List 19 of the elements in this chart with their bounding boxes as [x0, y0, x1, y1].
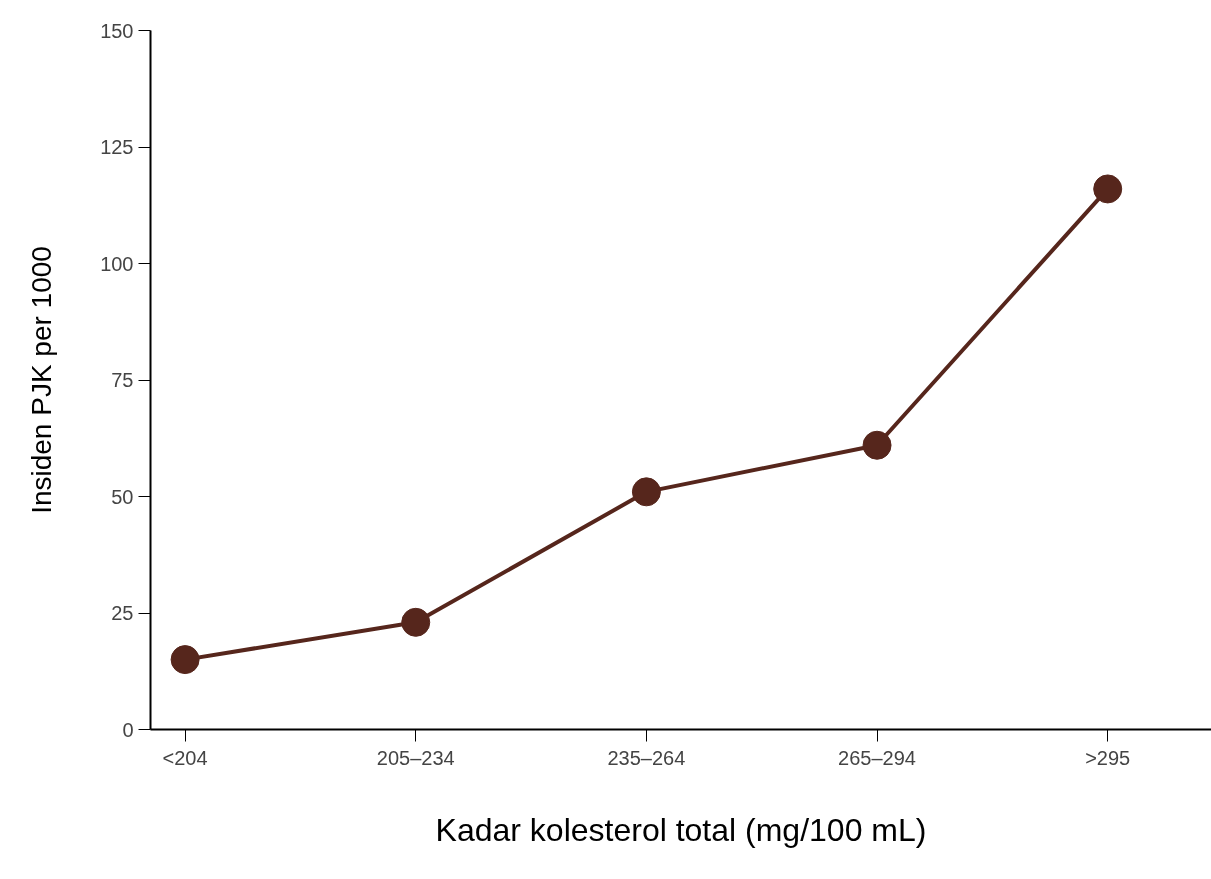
y-tick-label: 75	[111, 369, 134, 391]
y-tick-label: 150	[100, 19, 134, 42]
point	[862, 430, 892, 460]
x-tick-label: <204	[162, 746, 208, 769]
point	[1093, 174, 1123, 204]
x-tick-label: 265–294	[838, 746, 916, 769]
point	[170, 645, 200, 675]
y-tick-label: 50	[111, 485, 134, 508]
x-tick-label: 205–234	[376, 746, 455, 769]
x-tick-label: >295	[1085, 746, 1131, 769]
x-tick-label: 235–264	[607, 746, 686, 769]
point	[401, 607, 431, 637]
point	[631, 477, 661, 507]
x-axis-title: Kadar kolesterol total (mg/100 mL)	[435, 811, 927, 848]
y-tick-label: 100	[100, 252, 134, 275]
y-tick-label: 125	[100, 136, 134, 158]
y-tick-label: 0	[122, 718, 134, 741]
y-tick-label: 25	[111, 602, 134, 624]
y-axis-title: Insiden PJK per 1000	[26, 246, 58, 514]
